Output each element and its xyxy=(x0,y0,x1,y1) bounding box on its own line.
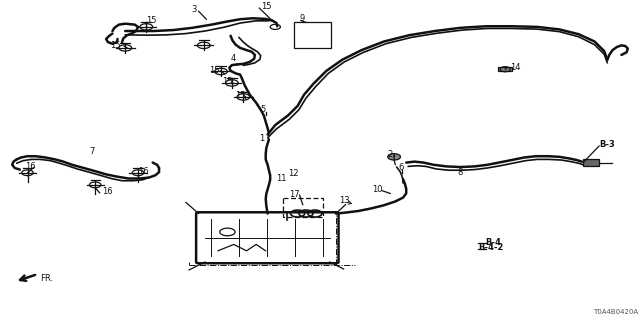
Text: 7: 7 xyxy=(89,147,94,156)
Text: 16: 16 xyxy=(25,162,36,171)
Text: 9: 9 xyxy=(300,14,305,23)
Text: 15: 15 xyxy=(111,42,121,51)
Text: 5: 5 xyxy=(260,105,266,114)
Text: 3: 3 xyxy=(191,5,196,14)
Text: 16: 16 xyxy=(102,188,112,196)
Text: 10: 10 xyxy=(372,185,383,194)
Text: 17: 17 xyxy=(289,190,300,199)
Text: 12: 12 xyxy=(288,169,299,178)
Bar xyxy=(583,159,599,166)
Text: 8: 8 xyxy=(458,168,463,177)
Text: 13: 13 xyxy=(339,196,350,205)
Text: 15: 15 xyxy=(235,91,246,100)
Text: 1: 1 xyxy=(259,134,264,143)
Bar xyxy=(498,67,512,71)
Text: 15: 15 xyxy=(147,16,157,25)
Bar xyxy=(283,198,323,217)
Text: B-3: B-3 xyxy=(600,140,616,149)
Text: 15: 15 xyxy=(260,2,271,11)
Text: 6: 6 xyxy=(399,164,404,172)
Text: 14: 14 xyxy=(510,62,521,71)
Text: B-4: B-4 xyxy=(484,238,500,247)
Text: B-4-2: B-4-2 xyxy=(478,243,504,252)
Text: T0A4B0420A: T0A4B0420A xyxy=(593,309,638,316)
Text: FR.: FR. xyxy=(40,274,53,283)
Text: 16: 16 xyxy=(138,167,148,176)
Text: 2: 2 xyxy=(387,150,392,159)
Text: 15: 15 xyxy=(209,66,220,75)
Text: 4: 4 xyxy=(230,54,236,63)
Text: 11: 11 xyxy=(276,174,287,183)
Bar xyxy=(294,22,332,48)
Circle shape xyxy=(388,154,401,160)
Text: 15: 15 xyxy=(222,77,233,86)
